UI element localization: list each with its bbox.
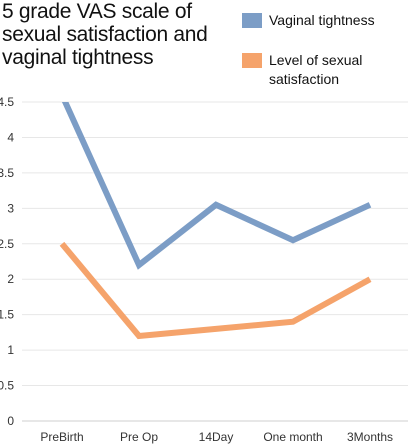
y-tick-label: 2.5 — [0, 237, 14, 251]
series-line-sexual-satisfaction — [59, 241, 372, 340]
y-tick-label: 1.5 — [0, 308, 14, 322]
legend-swatch-vaginal-tightness — [242, 13, 262, 28]
y-tick-label: 4 — [7, 130, 14, 144]
y-tick-label: 2 — [7, 272, 14, 286]
x-tick-label: 3Months — [347, 430, 393, 444]
series-line-vaginal-tightness — [61, 102, 372, 270]
legend-label-vaginal-tightness: Vaginal tightness — [269, 12, 375, 28]
x-tick-label: Pre Op — [120, 430, 158, 444]
y-tick-label: 3.5 — [0, 166, 14, 180]
y-tick-label: 4.5 — [0, 95, 14, 109]
legend-swatch-sexual-satisfaction — [242, 53, 262, 68]
y-tick-label: 3 — [7, 201, 14, 215]
y-tick-label: 0 — [7, 414, 14, 428]
x-tick-label: 14Day — [199, 430, 234, 444]
y-tick-label: 0.5 — [0, 379, 14, 393]
x-tick-label: One month — [263, 430, 322, 444]
chart-title: 5 grade VAS scale of sexual satisfaction… — [2, 0, 208, 69]
legend-label-sexual-satisfaction: Level of sexual satisfaction — [269, 52, 363, 87]
x-tick-label: PreBirth — [40, 430, 83, 444]
y-tick-label: 1 — [7, 343, 14, 357]
